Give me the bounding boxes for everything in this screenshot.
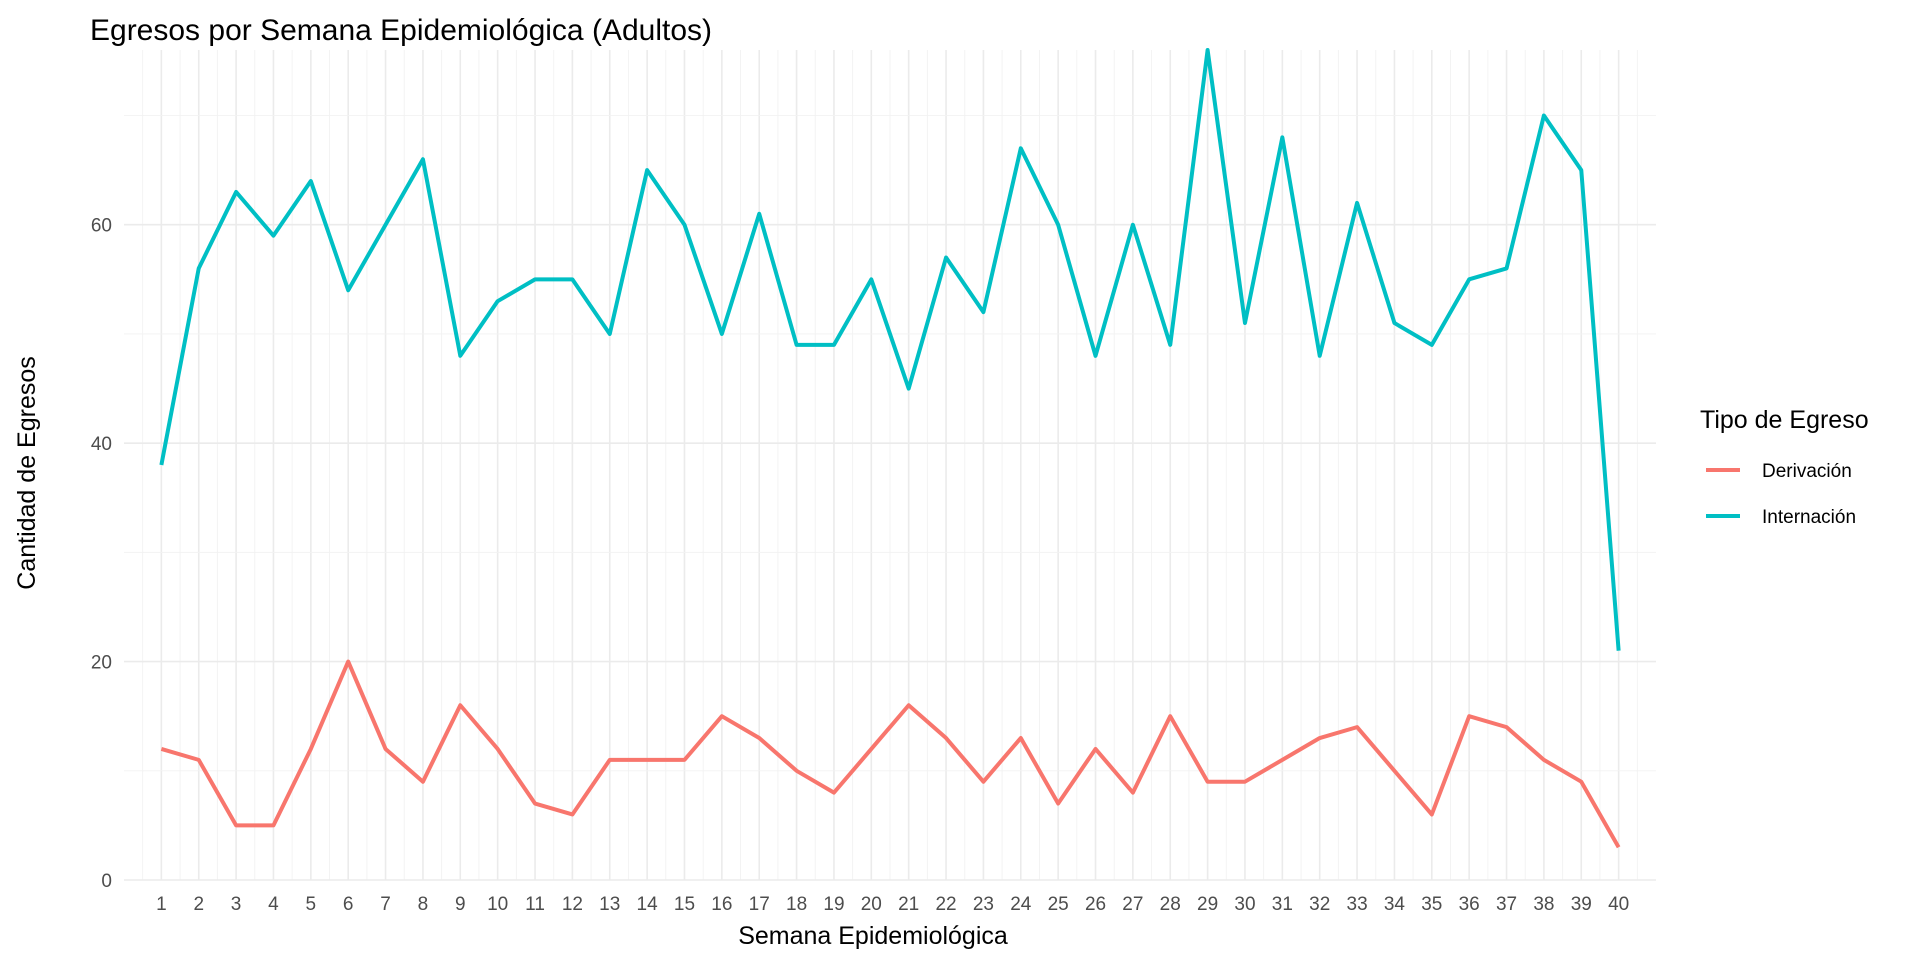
- x-tick-label: 31: [1272, 894, 1293, 915]
- y-tick-label: 60: [91, 216, 112, 237]
- x-tick-label: 9: [455, 894, 466, 915]
- series-line-internacion: [159, 48, 1621, 651]
- x-tick-label: 40: [1608, 894, 1629, 915]
- x-tick-label: 29: [1197, 894, 1218, 915]
- x-tick-label: 26: [1085, 894, 1106, 915]
- x-tick-label: 19: [823, 894, 844, 915]
- x-tick-label: 6: [343, 894, 354, 915]
- panel-grid: [124, 50, 1656, 881]
- x-tick-label: 14: [637, 894, 659, 915]
- x-tick-label: 37: [1496, 894, 1517, 915]
- legend-label: Derivación: [1762, 461, 1852, 482]
- x-tick-label: 30: [1234, 894, 1255, 915]
- x-tick-label: 16: [711, 894, 732, 915]
- legend-title: Tipo de Egreso: [1700, 406, 1869, 434]
- x-tick-label: 1: [156, 894, 167, 915]
- x-tick-label: 28: [1160, 894, 1181, 915]
- series-line-derivacion: [160, 659, 1621, 849]
- x-tick-label: 20: [861, 894, 882, 915]
- x-tick-label: 32: [1309, 894, 1330, 915]
- x-tick-label: 8: [418, 894, 429, 915]
- legend-items: Derivación Internación: [1706, 461, 1856, 528]
- x-tick-label: 35: [1421, 894, 1442, 915]
- x-tick-label: 7: [380, 894, 391, 915]
- legend-label: Internación: [1762, 507, 1856, 528]
- y-tick-label: 20: [91, 653, 112, 674]
- x-tick-label: 39: [1571, 894, 1592, 915]
- y-tick-label: 0: [101, 871, 112, 892]
- y-axis-title: Cantidad de Egresos: [13, 356, 41, 589]
- x-tick-label: 3: [231, 894, 242, 915]
- x-tick-label: 5: [306, 894, 317, 915]
- x-tick-label: 23: [973, 894, 994, 915]
- x-tick-label: 24: [1010, 894, 1032, 915]
- x-tick-label: 11: [525, 894, 545, 915]
- x-tick-label: 18: [786, 894, 807, 915]
- y-axis-ticks: 0 20 40 60: [91, 216, 112, 892]
- x-tick-label: 22: [935, 894, 956, 915]
- x-axis-ticks: 1 2 3 4 5 6 7 8 9 10 11 12 13 14 15 16 17 18 19 20 21 22 23 24 2…: [156, 894, 1629, 915]
- x-tick-label: 36: [1459, 894, 1480, 915]
- y-tick-label: 40: [91, 434, 112, 455]
- legend: Tipo de Egreso Derivación Internación: [1700, 406, 1869, 528]
- x-tick-label: 10: [487, 894, 508, 915]
- x-tick-label: 34: [1384, 894, 1406, 915]
- x-tick-label: 13: [599, 894, 620, 915]
- x-axis-title: Semana Epidemiológica: [738, 922, 1008, 950]
- x-tick-label: 21: [898, 894, 919, 915]
- x-tick-label: 2: [193, 894, 204, 915]
- x-tick-label: 4: [268, 894, 279, 915]
- series-lines: [159, 48, 1621, 849]
- x-tick-label: 15: [674, 894, 695, 915]
- x-tick-label: 33: [1347, 894, 1368, 915]
- chart-title: Egresos por Semana Epidemiológica (Adult…: [90, 14, 712, 47]
- x-tick-label: 17: [749, 894, 770, 915]
- x-tick-label: 38: [1533, 894, 1554, 915]
- x-tick-label: 27: [1122, 894, 1143, 915]
- x-tick-label: 12: [562, 894, 583, 915]
- x-tick-label: 25: [1048, 894, 1069, 915]
